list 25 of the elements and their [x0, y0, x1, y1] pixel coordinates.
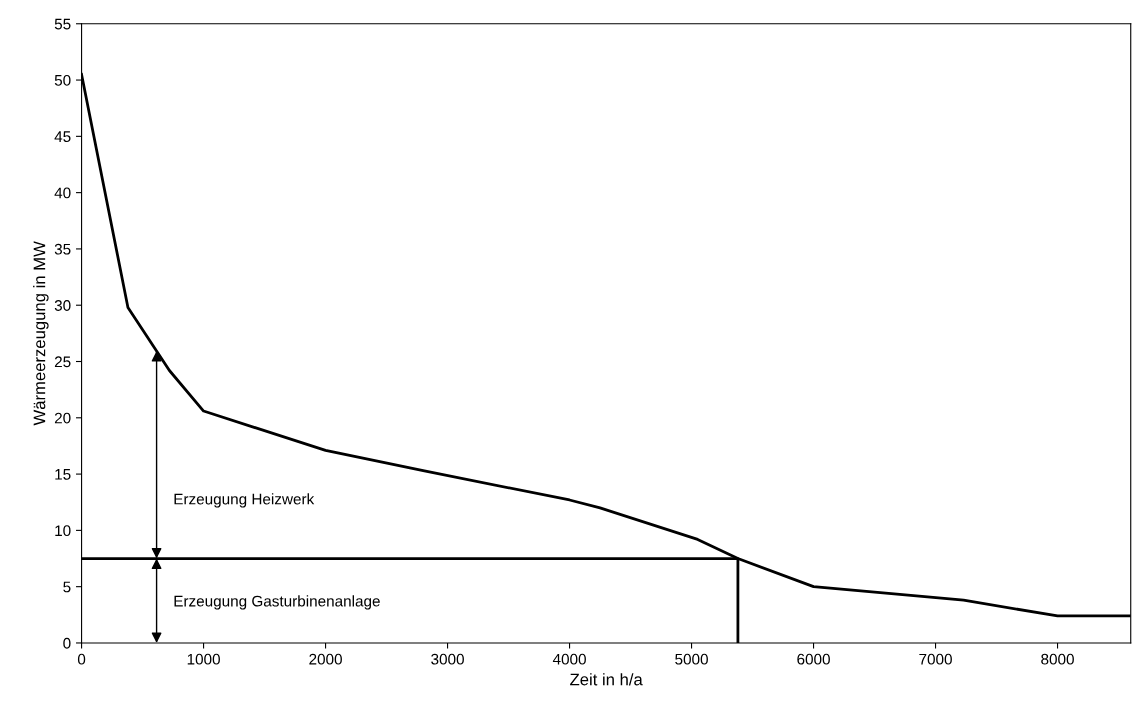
y-tick-label: 45 [54, 131, 71, 143]
x-tick-label: 4000 [552, 653, 586, 665]
y-tick-label: 55 [54, 18, 71, 30]
x-tick-label: 0 [77, 653, 86, 665]
x-tick-label: 8000 [1041, 653, 1074, 665]
annotation: Erzeugung Gasturbinenanlage [174, 595, 380, 610]
annotation: Erzeugung Heizwerk [174, 493, 315, 508]
x-tick-label: 5000 [675, 653, 708, 665]
x-axis-title: Zeit in h/a [570, 673, 643, 686]
y-tick-label: 20 [54, 412, 71, 424]
y-tick-label: 10 [55, 525, 71, 537]
y-tick-label: 40 [54, 187, 71, 199]
y-axis-title: Wärmeerzeugung in MW [33, 241, 49, 426]
x-tick-label: 1000 [187, 653, 220, 665]
y-tick-label: 50 [54, 74, 71, 86]
x-tick-label: 3000 [431, 653, 464, 665]
y-tick-label: 5 [63, 581, 71, 593]
y-tick-label: 25 [54, 356, 71, 368]
y-tick-label: 0 [63, 637, 71, 649]
x-tick-label: 6000 [797, 653, 830, 665]
y-tick-label: 35 [54, 243, 71, 255]
y-tick-label: 30 [54, 300, 71, 311]
x-tick-label: 7000 [919, 653, 952, 665]
x-tick-label: 2000 [309, 653, 342, 665]
y-tick-label: 15 [55, 469, 71, 480]
